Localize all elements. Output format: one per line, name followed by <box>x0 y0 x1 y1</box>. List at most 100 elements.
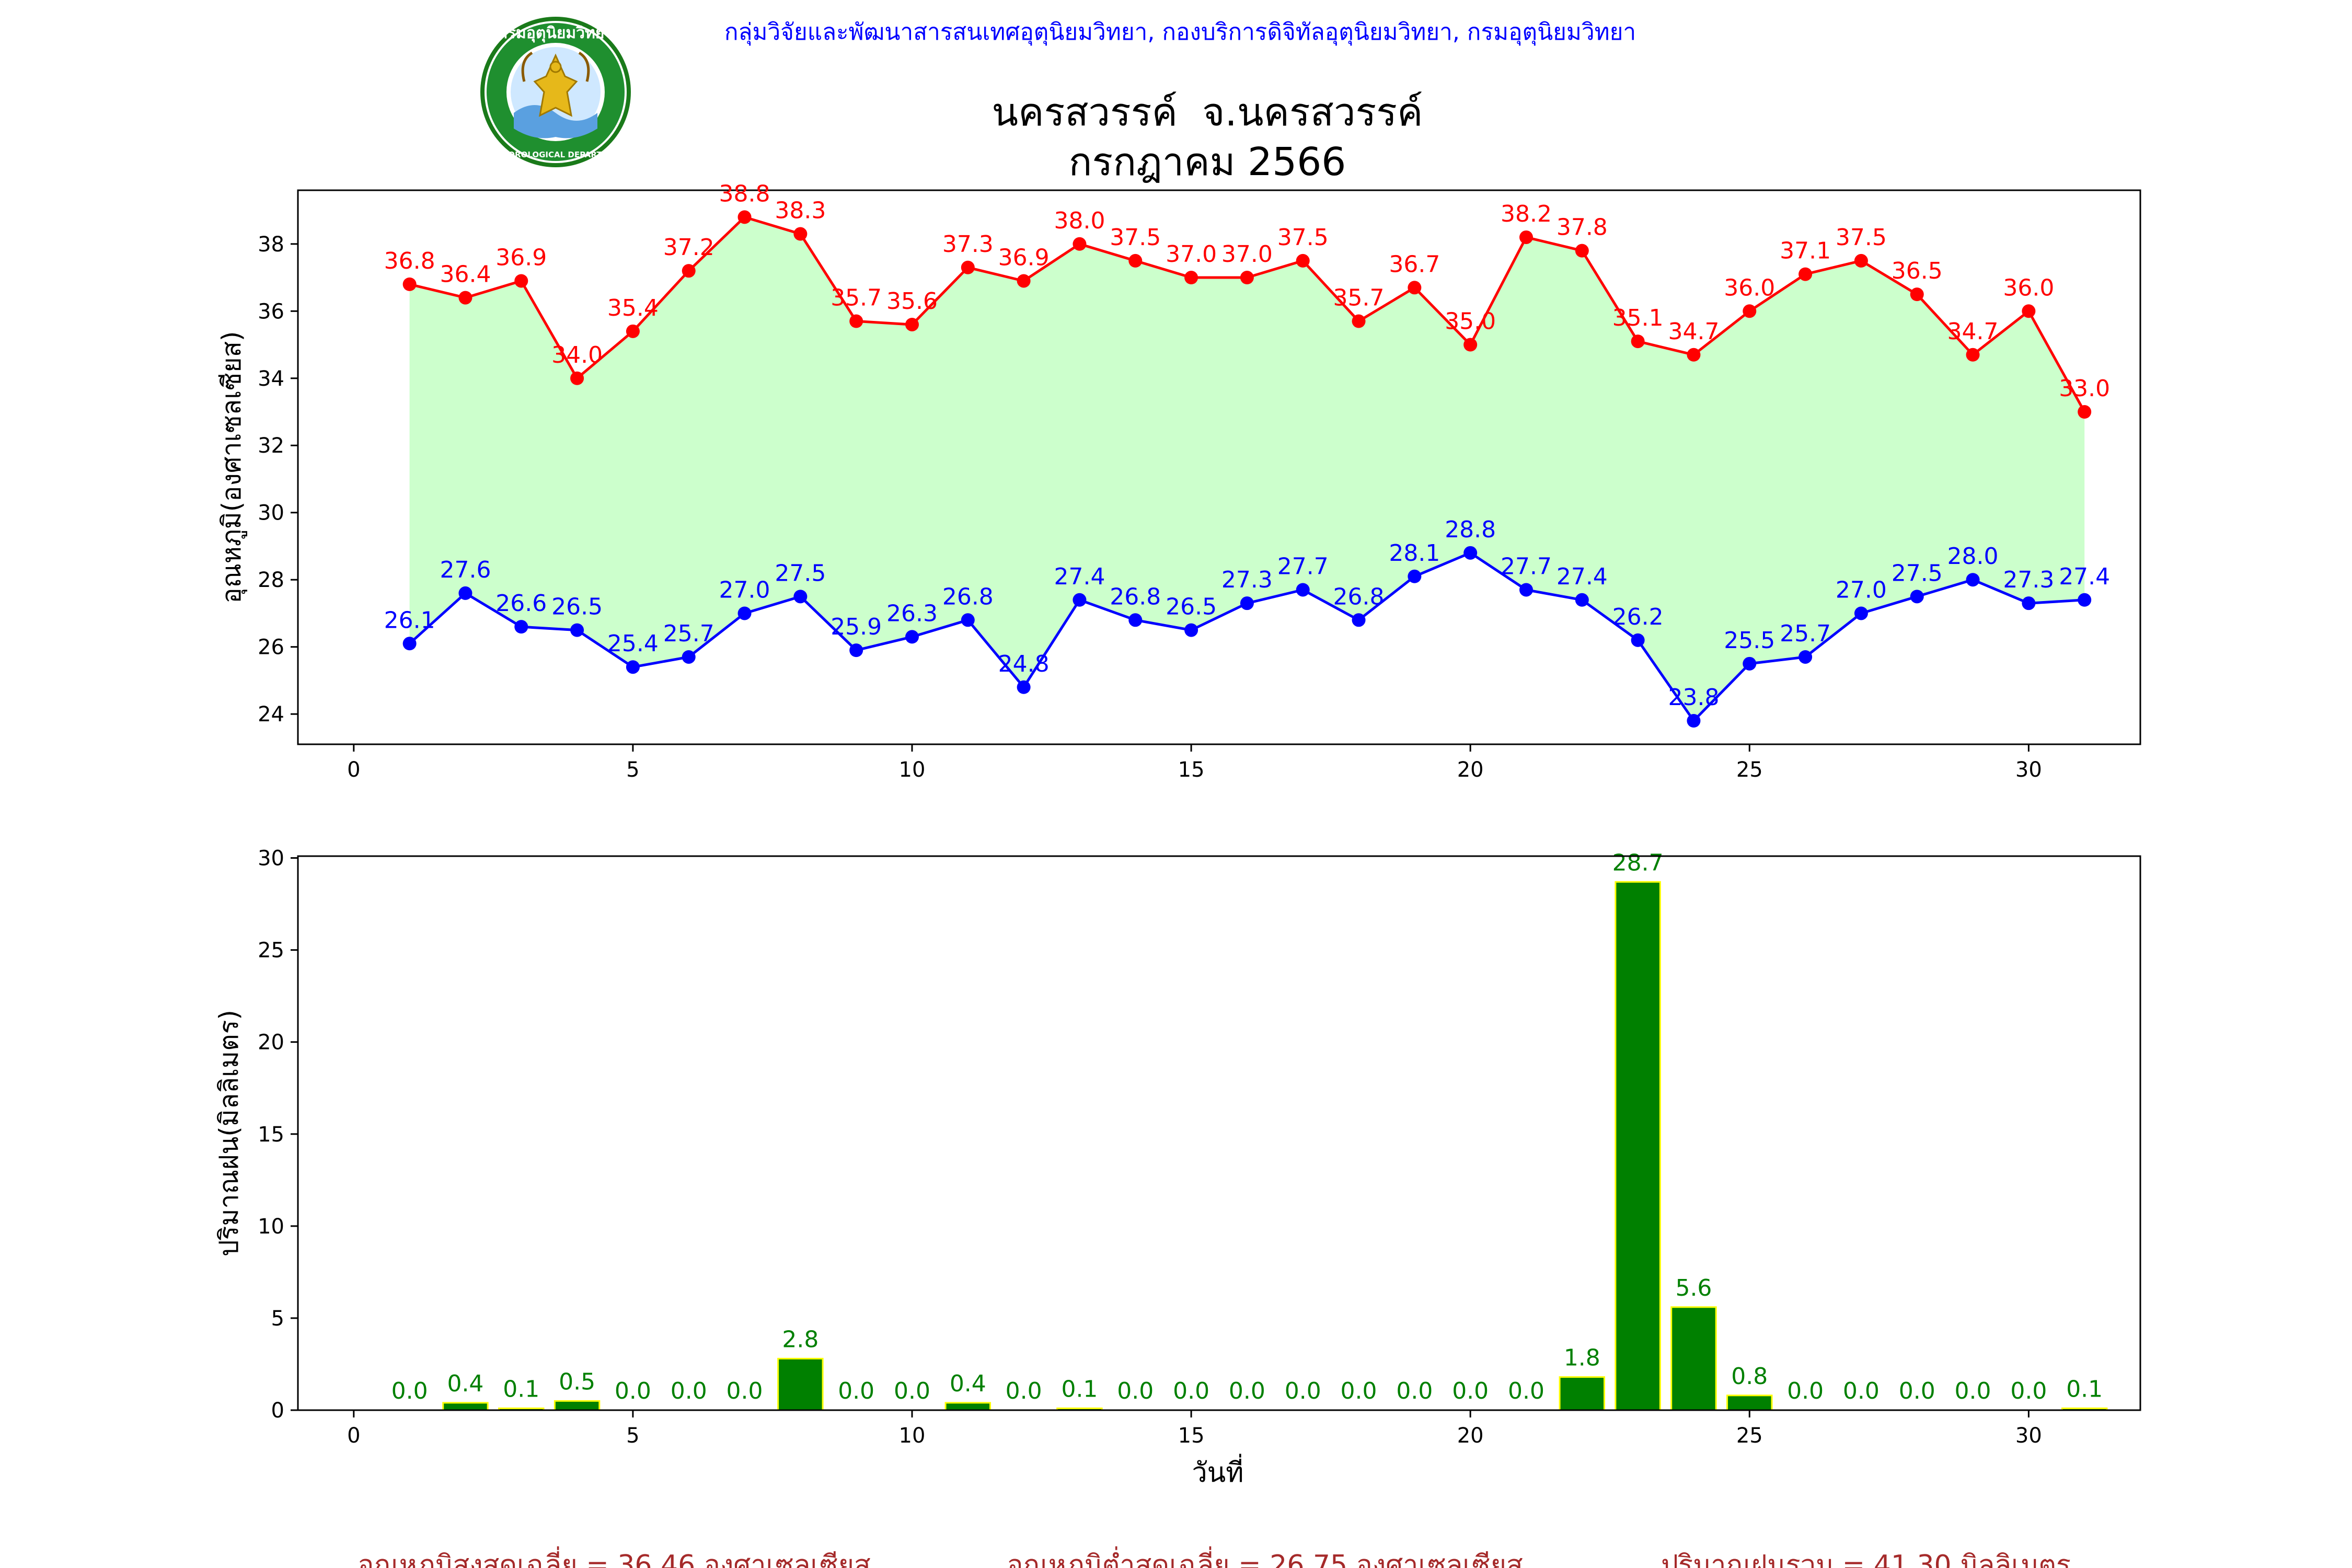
max-temperature-point <box>1408 281 1422 295</box>
min-temperature-point <box>1073 593 1087 607</box>
rainfall-data-label: 0.0 <box>1787 1378 1824 1404</box>
min-temperature-data-label: 26.2 <box>1612 604 1664 630</box>
max-temperature-data-label: 38.0 <box>1054 207 1105 234</box>
min-temperature-data-label: 27.7 <box>1277 553 1329 580</box>
rainfall-bar <box>777 1357 824 1411</box>
max-temperature-data-label: 37.0 <box>1166 241 1217 268</box>
max-temperature-point <box>682 264 696 278</box>
max-temperature-data-label: 34.7 <box>1668 318 1719 345</box>
rainfall-data-label: 0.0 <box>391 1378 428 1404</box>
temperature-y-tick-label: 24 <box>258 702 284 727</box>
min-temperature-point <box>1687 714 1701 728</box>
rainfall-data-label: 0.0 <box>615 1378 651 1404</box>
max-temperature-data-label: 38.3 <box>775 198 826 224</box>
max-temperature-point <box>1519 230 1533 244</box>
max-temperature-point <box>1128 253 1143 268</box>
min-temperature-data-label: 25.9 <box>831 614 882 640</box>
min-temperature-point <box>682 650 696 664</box>
temperature-range-area <box>409 217 2085 721</box>
temperature-y-tick-label: 28 <box>258 568 284 592</box>
rainfall-x-tick-label: 15 <box>1178 1424 1205 1448</box>
rainfall-y-tick-label: 10 <box>258 1215 284 1239</box>
rainfall-axes: 0 5 10 15 20 25 30 0 5 10 15 20 25 30 <box>258 847 2042 1448</box>
max-temperature-point <box>849 314 863 328</box>
temperature-x-tick-label: 30 <box>2015 758 2042 782</box>
temperature-x-tick-label: 20 <box>1457 758 1484 782</box>
rainfall-data-label: 0.0 <box>2010 1378 2047 1404</box>
max-temperature-data-label: 37.2 <box>663 234 714 261</box>
min-temperature-point <box>1798 650 1813 664</box>
max-temperature-data-label: 36.9 <box>495 244 547 271</box>
min-temperature-data-label: 26.8 <box>1110 583 1161 610</box>
min-temperature-point <box>1966 573 1980 587</box>
max-temperature-point <box>626 324 640 338</box>
max-temperature-data-label: 38.8 <box>719 180 770 207</box>
rainfall-data-label: 0.0 <box>1006 1378 1042 1404</box>
min-temperature-data-label: 28.0 <box>1947 543 1999 570</box>
rainfall-x-tick-label: 0 <box>347 1424 360 1448</box>
rainfall-data-label: 0.0 <box>727 1378 763 1404</box>
max-temperature-data-label: 37.1 <box>1780 238 1831 264</box>
rainfall-data-label: 0.0 <box>1508 1378 1544 1404</box>
max-temperature-point <box>570 371 584 385</box>
rainfall-plot-frame <box>297 855 2141 1411</box>
rainfall-bar <box>1559 1376 1606 1411</box>
min-temperature-data-label: 27.3 <box>1221 567 1273 593</box>
min-temperature-point <box>849 643 863 658</box>
max-temperature-point <box>1017 274 1031 288</box>
max-temperature-data-label: 37.3 <box>942 231 994 258</box>
min-temperature-data-label: 26.8 <box>1333 583 1385 610</box>
max-temperature-data-label: 36.4 <box>440 261 491 288</box>
max-temperature-point <box>1854 253 1868 268</box>
rainfall-data-label: 0.0 <box>1955 1378 1991 1404</box>
rainfall-y-tick-label: 20 <box>258 1031 284 1055</box>
min-temperature-point <box>570 623 584 637</box>
temperature-y-tick-label: 34 <box>258 367 284 391</box>
min-temperature-point <box>2078 593 2092 607</box>
min-temperature-data-label: 27.3 <box>2003 567 2054 593</box>
min-temperature-point <box>1128 613 1143 627</box>
max-temperature-data-label: 35.7 <box>831 285 882 312</box>
rainfall-data-label: 1.8 <box>1564 1345 1600 1371</box>
min-temperature-point <box>1017 680 1031 694</box>
max-temperature-data-label: 36.7 <box>1389 251 1440 278</box>
min-temperature-data-label: 27.4 <box>1557 563 1608 590</box>
max-temperature-data-label: 35.4 <box>607 295 659 321</box>
min-temperature-data-label: 27.4 <box>2059 563 2110 590</box>
rainfall-data-label: 0.0 <box>1843 1378 1880 1404</box>
min-temperature-point <box>1408 569 1422 583</box>
min-temperature-point <box>1184 623 1198 637</box>
temperature-y-axis-label: อุณหภูมิ(องศาเซลเซียส) <box>216 331 247 603</box>
min-temperature-data-label: 26.3 <box>886 600 938 627</box>
rainfall-data-label: 0.0 <box>1452 1378 1489 1404</box>
min-temperature-point <box>2022 596 2036 610</box>
temperature-series: 36.836.436.934.035.437.238.838.335.7 35.6… <box>384 180 2110 728</box>
rainfall-data-label: 0.1 <box>2066 1376 2103 1402</box>
rainfall-data-label: 0.0 <box>1396 1378 1433 1404</box>
max-temperature-point <box>1910 287 1924 302</box>
station-title: นครสวรรค์ จ.นครสวรรค์ <box>991 90 1423 135</box>
rainfall-data-label: 0.0 <box>671 1378 707 1404</box>
max-temperature-point <box>514 274 528 288</box>
min-temperature-data-label: 26.8 <box>942 583 994 610</box>
rainfall-data-label: 0.0 <box>894 1378 930 1404</box>
temperature-x-tick-label: 15 <box>1178 758 1205 782</box>
max-temperature-point <box>1073 237 1087 251</box>
min-temperature-point <box>1910 590 1924 604</box>
min-temperature-point <box>458 586 472 600</box>
min-temperature-point <box>1240 596 1254 610</box>
rainfall-y-tick-label: 0 <box>271 1399 284 1423</box>
min-temperature-point <box>1631 633 1645 647</box>
temperature-x-tick-label: 10 <box>899 758 926 782</box>
min-temperature-data-label: 25.7 <box>663 620 714 647</box>
temperature-x-tick-label: 25 <box>1736 758 1763 782</box>
max-temperature-data-label: 37.5 <box>1110 224 1161 251</box>
rainfall-x-tick-label: 5 <box>626 1424 639 1448</box>
max-temperature-point <box>1687 348 1701 362</box>
min-temperature-point <box>1519 583 1533 597</box>
max-temperature-point <box>1296 253 1310 268</box>
temperature-y-tick-label: 36 <box>258 299 284 324</box>
rainfall-chart: 0.0 0.4 0.1 0.5 0.0 0.0 0.02.80.0 0.0 0.4 0.0 0.1 0… <box>214 847 2141 1489</box>
rainfall-data-label: 2.8 <box>782 1326 818 1353</box>
